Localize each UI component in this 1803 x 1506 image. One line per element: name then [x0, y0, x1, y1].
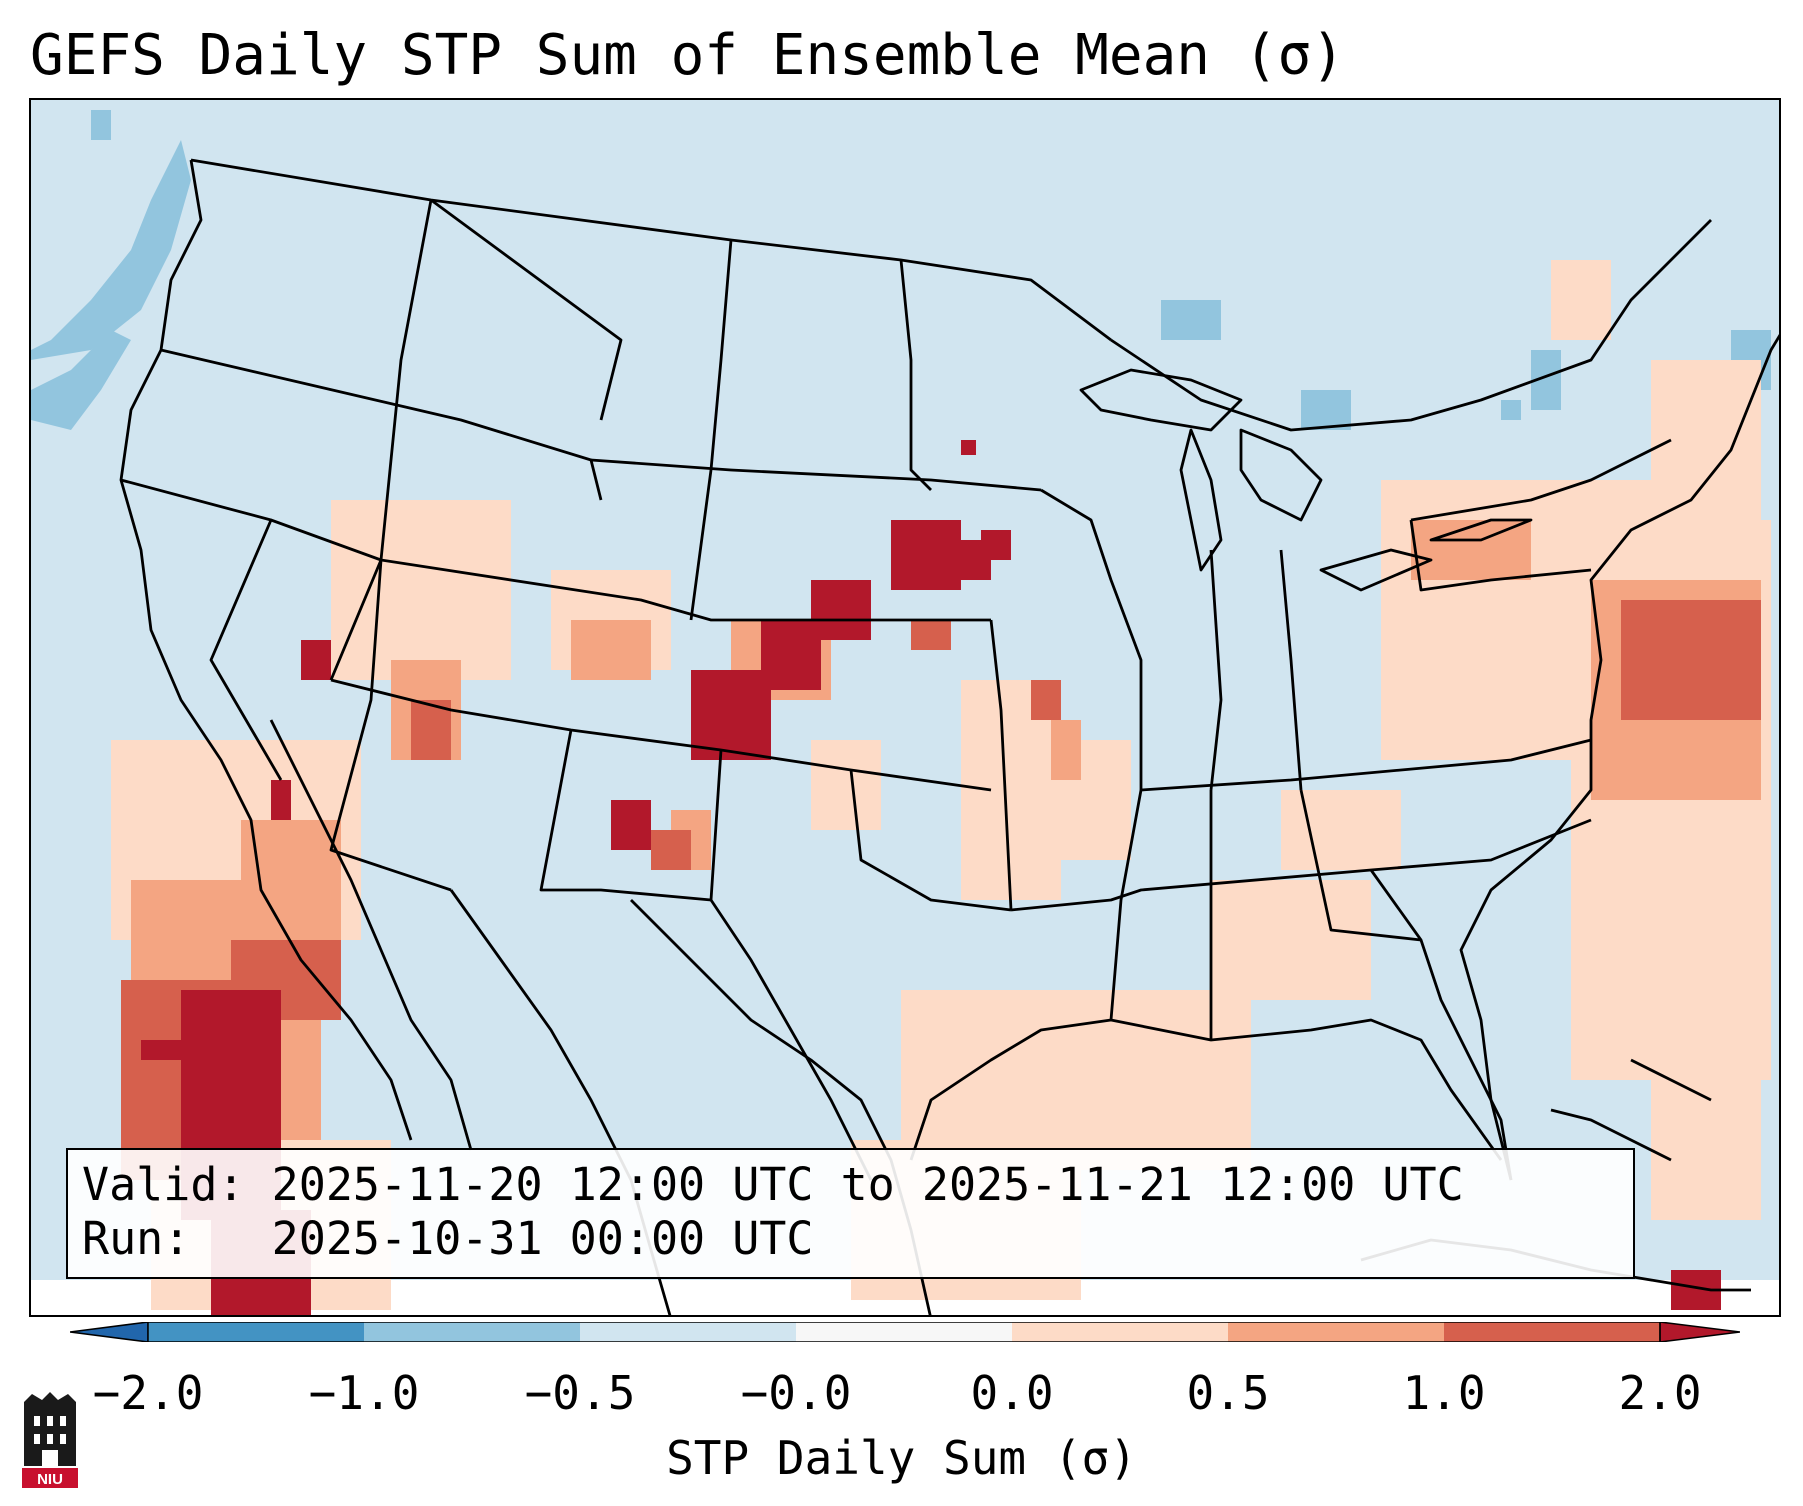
tick-label: −1.0: [308, 1366, 420, 1420]
niu-logo: NIU: [22, 1392, 78, 1488]
colorbar-segment: [364, 1322, 580, 1342]
colorbar-segment: [796, 1322, 1012, 1342]
tick-label: 0.0: [970, 1366, 1054, 1420]
valid-time-text: Valid: 2025-11-20 12:00 UTC to 2025-11-2…: [82, 1158, 1464, 1211]
political-boundaries: [119, 158, 1779, 1315]
run-time-text: Run: 2025-10-31 00:00 UTC: [82, 1212, 814, 1265]
colorbar-segment: [1444, 1322, 1660, 1342]
colorbar-segment: [1228, 1322, 1444, 1342]
colorbar-tick-labels: −2.0 −1.0 −0.5 −0.0 0.0 0.5 1.0 2.0: [0, 1365, 1803, 1425]
colorbar-segment: [580, 1322, 796, 1342]
colorbar-label: STP Daily Sum (σ): [666, 1431, 1137, 1485]
colorbar-segment: [148, 1322, 364, 1342]
validity-info-box: Valid: 2025-11-20 12:00 UTC to 2025-11-2…: [66, 1148, 1635, 1279]
tick-label: −0.5: [524, 1366, 636, 1420]
map-panel: [29, 98, 1781, 1317]
tick-label: 2.0: [1618, 1366, 1702, 1420]
colorbar-segment: [1012, 1322, 1228, 1342]
tick-label: 0.5: [1186, 1366, 1270, 1420]
tick-label: 1.0: [1402, 1366, 1486, 1420]
colorbar-over-arrow: [1659, 1322, 1740, 1342]
logo-text: NIU: [37, 1471, 63, 1488]
tick-label: −0.0: [740, 1366, 852, 1420]
map-canvas: [31, 100, 1779, 1315]
colorbar-under-arrow: [70, 1322, 149, 1342]
tick-label: −2.0: [92, 1366, 204, 1420]
map-title: GEFS Daily STP Sum of Ensemble Mean (σ): [30, 23, 1345, 88]
colorbar: [70, 1322, 1740, 1342]
